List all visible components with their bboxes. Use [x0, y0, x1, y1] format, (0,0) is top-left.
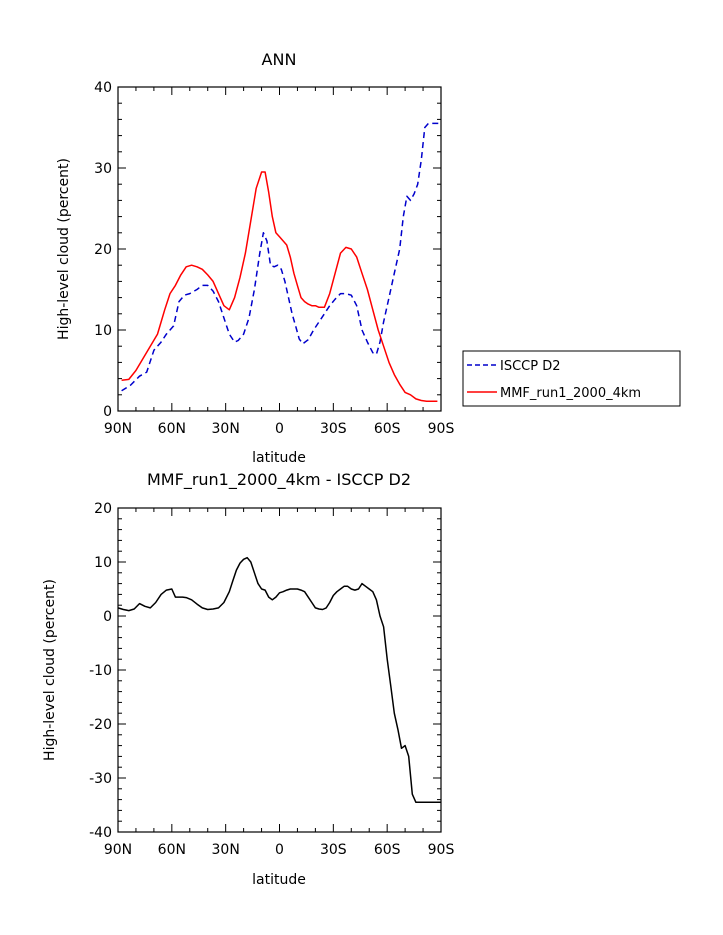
bottom-y-axis-label: High-level cloud (percent) [42, 579, 58, 761]
top-x-axis-label: latitude [252, 450, 306, 466]
top-series-line-0 [121, 122, 440, 392]
bottom-chart-title: MMF_run1_2000_4km - ISCCP D2 [147, 470, 411, 490]
legend: ISCCP D2 MMF_run1_2000_4km [462, 350, 681, 407]
top-y-tick-label: 30 [94, 161, 112, 177]
bottom-series-layer [117, 556, 441, 804]
top-plot-frame [117, 86, 442, 412]
top-series-layer [121, 122, 440, 403]
legend-box [462, 350, 681, 407]
bottom-y-tick-label: 10 [94, 555, 112, 571]
bottom-x-tick-label: 30N [212, 842, 240, 858]
bottom-panel: MMF_run1_2000_4km - ISCCP D2 90N 60N 30N 0 3… [42, 470, 454, 888]
top-x-tick-label: 90N [104, 421, 132, 437]
legend-label-mmf: MMF_run1_2000_4km [500, 386, 641, 401]
top-x-tick-label: 0 [275, 421, 284, 437]
bottom-y-tick-label: -10 [89, 663, 112, 679]
top-y-tick-label: 40 [94, 80, 112, 96]
bottom-x-tick-label: 30S [320, 842, 347, 858]
top-axis-ticks: 90N 60N 30N 0 30S 60S 90S 0 10 20 30 40 [94, 80, 454, 437]
top-chart-title: ANN [262, 50, 297, 69]
bottom-series-line-0 [117, 556, 441, 804]
bottom-y-tick-label: -20 [89, 717, 112, 733]
bottom-x-tick-label: 60S [374, 842, 401, 858]
top-panel: ANN 90N 60N 30N 0 30S 60S 90S 0 10 20 30 40 latitud… [56, 50, 454, 466]
bottom-x-tick-label: 60N [158, 842, 186, 858]
bottom-y-tick-label: 20 [94, 501, 112, 517]
top-x-tick-label: 90S [428, 421, 455, 437]
top-series-line-1 [121, 171, 438, 403]
top-y-tick-label: 20 [94, 242, 112, 258]
top-y-tick-label: 10 [94, 323, 112, 339]
bottom-x-tick-label: 90N [104, 842, 132, 858]
top-x-tick-label: 60N [158, 421, 186, 437]
legend-label-isccp: ISCCP D2 [500, 359, 561, 374]
top-x-tick-label: 30S [320, 421, 347, 437]
bottom-x-tick-label: 0 [275, 842, 284, 858]
bottom-plot-frame [117, 507, 442, 833]
top-y-axis-label: High-level cloud (percent) [56, 158, 72, 340]
top-x-tick-label: 30N [212, 421, 240, 437]
bottom-y-tick-label: -40 [89, 825, 112, 841]
bottom-y-tick-label: -30 [89, 771, 112, 787]
bottom-x-tick-label: 90S [428, 842, 455, 858]
top-x-tick-label: 60S [374, 421, 401, 437]
bottom-x-axis-label: latitude [252, 872, 306, 888]
top-y-tick-label: 0 [103, 404, 112, 420]
bottom-axis-ticks: 90N 60N 30N 0 30S 60S 90S -40 -30 -20 -10 0 10 20 [89, 501, 454, 858]
bottom-y-tick-label: 0 [103, 609, 112, 625]
